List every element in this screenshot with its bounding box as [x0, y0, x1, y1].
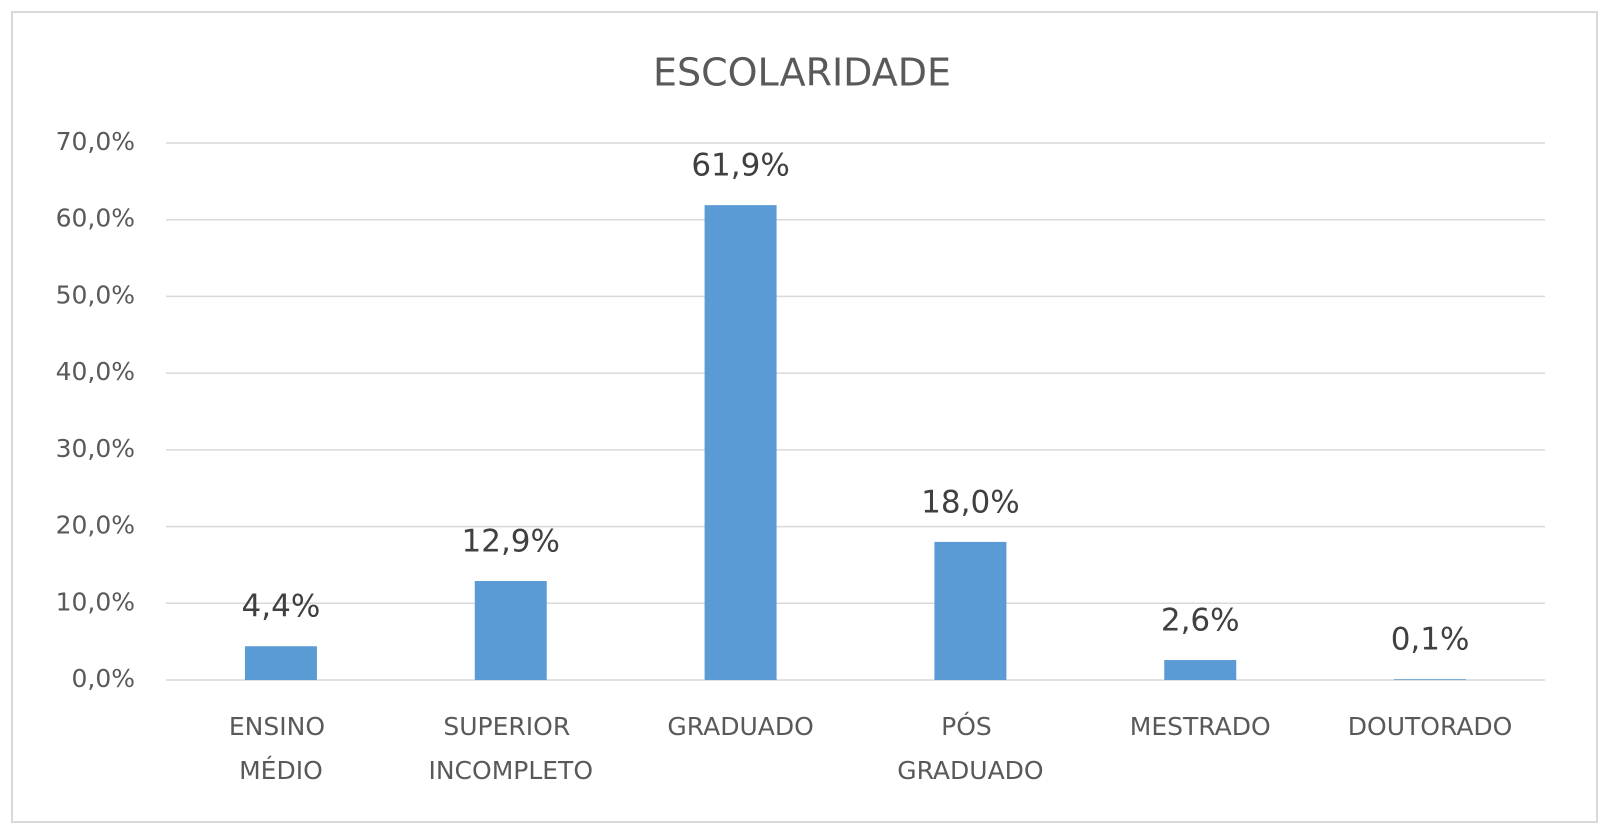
x-tick-label: DOUTORADO [1348, 712, 1513, 741]
y-tick-label: 0,0% [71, 664, 135, 693]
value-label: 61,9% [691, 148, 789, 184]
value-label: 2,6% [1161, 603, 1240, 639]
x-tick-label: GRADUADO [667, 712, 813, 741]
chart-frame [11, 11, 1598, 823]
y-tick-label: 60,0% [56, 204, 135, 233]
value-label: 12,9% [462, 524, 560, 560]
bar [474, 581, 547, 680]
y-tick-label: 50,0% [56, 280, 135, 309]
value-label: 4,4% [242, 589, 321, 625]
bar [934, 541, 1007, 680]
value-label: 0,1% [1391, 622, 1470, 658]
value-label: 18,0% [921, 484, 1019, 520]
x-tick-label: PÓS GRADUADO [897, 711, 1043, 785]
x-tick-label: ENSINO MÉDIO [229, 712, 333, 785]
y-tick-label: 20,0% [56, 511, 135, 540]
y-tick-label: 70,0% [56, 127, 135, 156]
bar [704, 205, 777, 681]
bar [244, 646, 317, 680]
y-tick-label: 30,0% [56, 434, 135, 463]
bar [1164, 660, 1237, 680]
x-tick-label: MESTRADO [1130, 712, 1271, 741]
x-tick-label: SUPERIOR INCOMPLETO [428, 712, 593, 785]
y-tick-label: 40,0% [56, 357, 135, 386]
bar [1394, 679, 1467, 680]
chart-title: ESCOLARIDADE [653, 51, 951, 95]
y-tick-label: 10,0% [56, 587, 135, 616]
